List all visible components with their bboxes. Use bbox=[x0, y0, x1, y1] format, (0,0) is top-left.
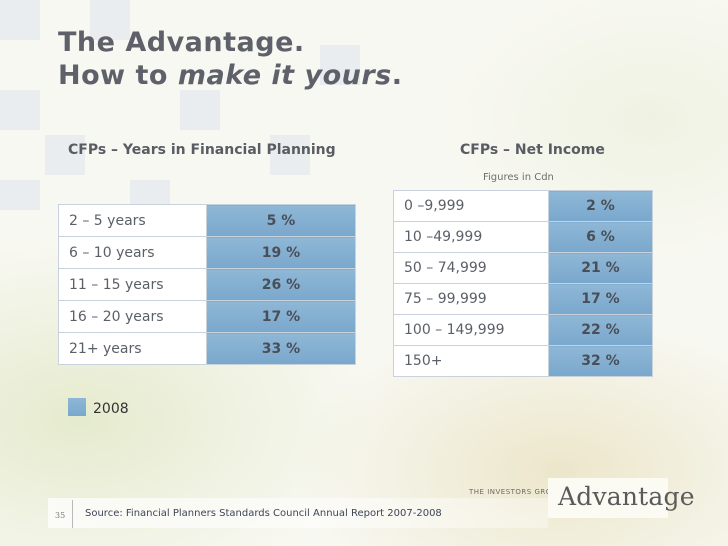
footer-divider bbox=[72, 500, 73, 528]
brand-logo: Advantage bbox=[558, 482, 695, 511]
brand-group-text: THE INVESTORS GROUP bbox=[469, 488, 563, 496]
row-value: 6 % bbox=[548, 221, 653, 253]
table-row: 0 –9,999 2 % bbox=[393, 190, 653, 222]
row-value: 17 % bbox=[206, 300, 356, 333]
row-value: 32 % bbox=[548, 345, 653, 377]
title-line-2-prefix: How to bbox=[58, 60, 178, 91]
table-row: 16 – 20 years 17 % bbox=[58, 300, 356, 333]
title-line-1: The Advantage. bbox=[58, 27, 305, 58]
title-line-2-suffix: . bbox=[391, 60, 403, 91]
title-line-2: How to make it yours. bbox=[58, 59, 403, 92]
income-section-heading: CFPs – Net Income bbox=[460, 142, 605, 158]
table-row: 50 – 74,999 21 % bbox=[393, 252, 653, 284]
years-section-heading: CFPs – Years in Financial Planning bbox=[68, 142, 336, 158]
row-value: 22 % bbox=[548, 314, 653, 346]
table-row: 6 – 10 years 19 % bbox=[58, 236, 356, 269]
legend-swatch bbox=[68, 398, 86, 416]
row-label: 50 – 74,999 bbox=[393, 252, 549, 284]
row-label: 75 – 99,999 bbox=[393, 283, 549, 315]
table-row: 2 – 5 years 5 % bbox=[58, 204, 356, 237]
footer-bar bbox=[48, 498, 548, 528]
table-row: 21+ years 33 % bbox=[58, 332, 356, 365]
table-row: 100 – 149,999 22 % bbox=[393, 314, 653, 346]
row-label: 2 – 5 years bbox=[58, 204, 207, 237]
page-number: 35 bbox=[55, 511, 66, 520]
source-note: Source: Financial Planners Standards Cou… bbox=[85, 508, 442, 519]
row-label: 150+ bbox=[393, 345, 549, 377]
figures-note: Figures in Cdn bbox=[483, 172, 554, 183]
page-title: The Advantage. How to make it yours. bbox=[58, 26, 403, 92]
row-value: 33 % bbox=[206, 332, 356, 365]
background-tiles bbox=[0, 0, 728, 210]
years-table: 2 – 5 years 5 % 6 – 10 years 19 % 11 – 1… bbox=[58, 204, 356, 365]
legend-label: 2008 bbox=[93, 401, 129, 417]
table-row: 11 – 15 years 26 % bbox=[58, 268, 356, 301]
row-value: 26 % bbox=[206, 268, 356, 301]
row-value: 17 % bbox=[548, 283, 653, 315]
row-label: 0 –9,999 bbox=[393, 190, 549, 222]
table-row: 75 – 99,999 17 % bbox=[393, 283, 653, 315]
table-row: 10 –49,999 6 % bbox=[393, 221, 653, 253]
row-label: 6 – 10 years bbox=[58, 236, 207, 269]
row-label: 16 – 20 years bbox=[58, 300, 207, 333]
row-value: 2 % bbox=[548, 190, 653, 222]
title-line-2-emphasis: make it yours bbox=[177, 60, 392, 91]
row-label: 100 – 149,999 bbox=[393, 314, 549, 346]
row-value: 21 % bbox=[548, 252, 653, 284]
table-row: 150+ 32 % bbox=[393, 345, 653, 377]
row-label: 11 – 15 years bbox=[58, 268, 207, 301]
row-value: 19 % bbox=[206, 236, 356, 269]
row-label: 21+ years bbox=[58, 332, 207, 365]
row-value: 5 % bbox=[206, 204, 356, 237]
income-table: 0 –9,999 2 % 10 –49,999 6 % 50 – 74,999 … bbox=[393, 190, 653, 377]
row-label: 10 –49,999 bbox=[393, 221, 549, 253]
brand-logo-box bbox=[548, 478, 668, 518]
